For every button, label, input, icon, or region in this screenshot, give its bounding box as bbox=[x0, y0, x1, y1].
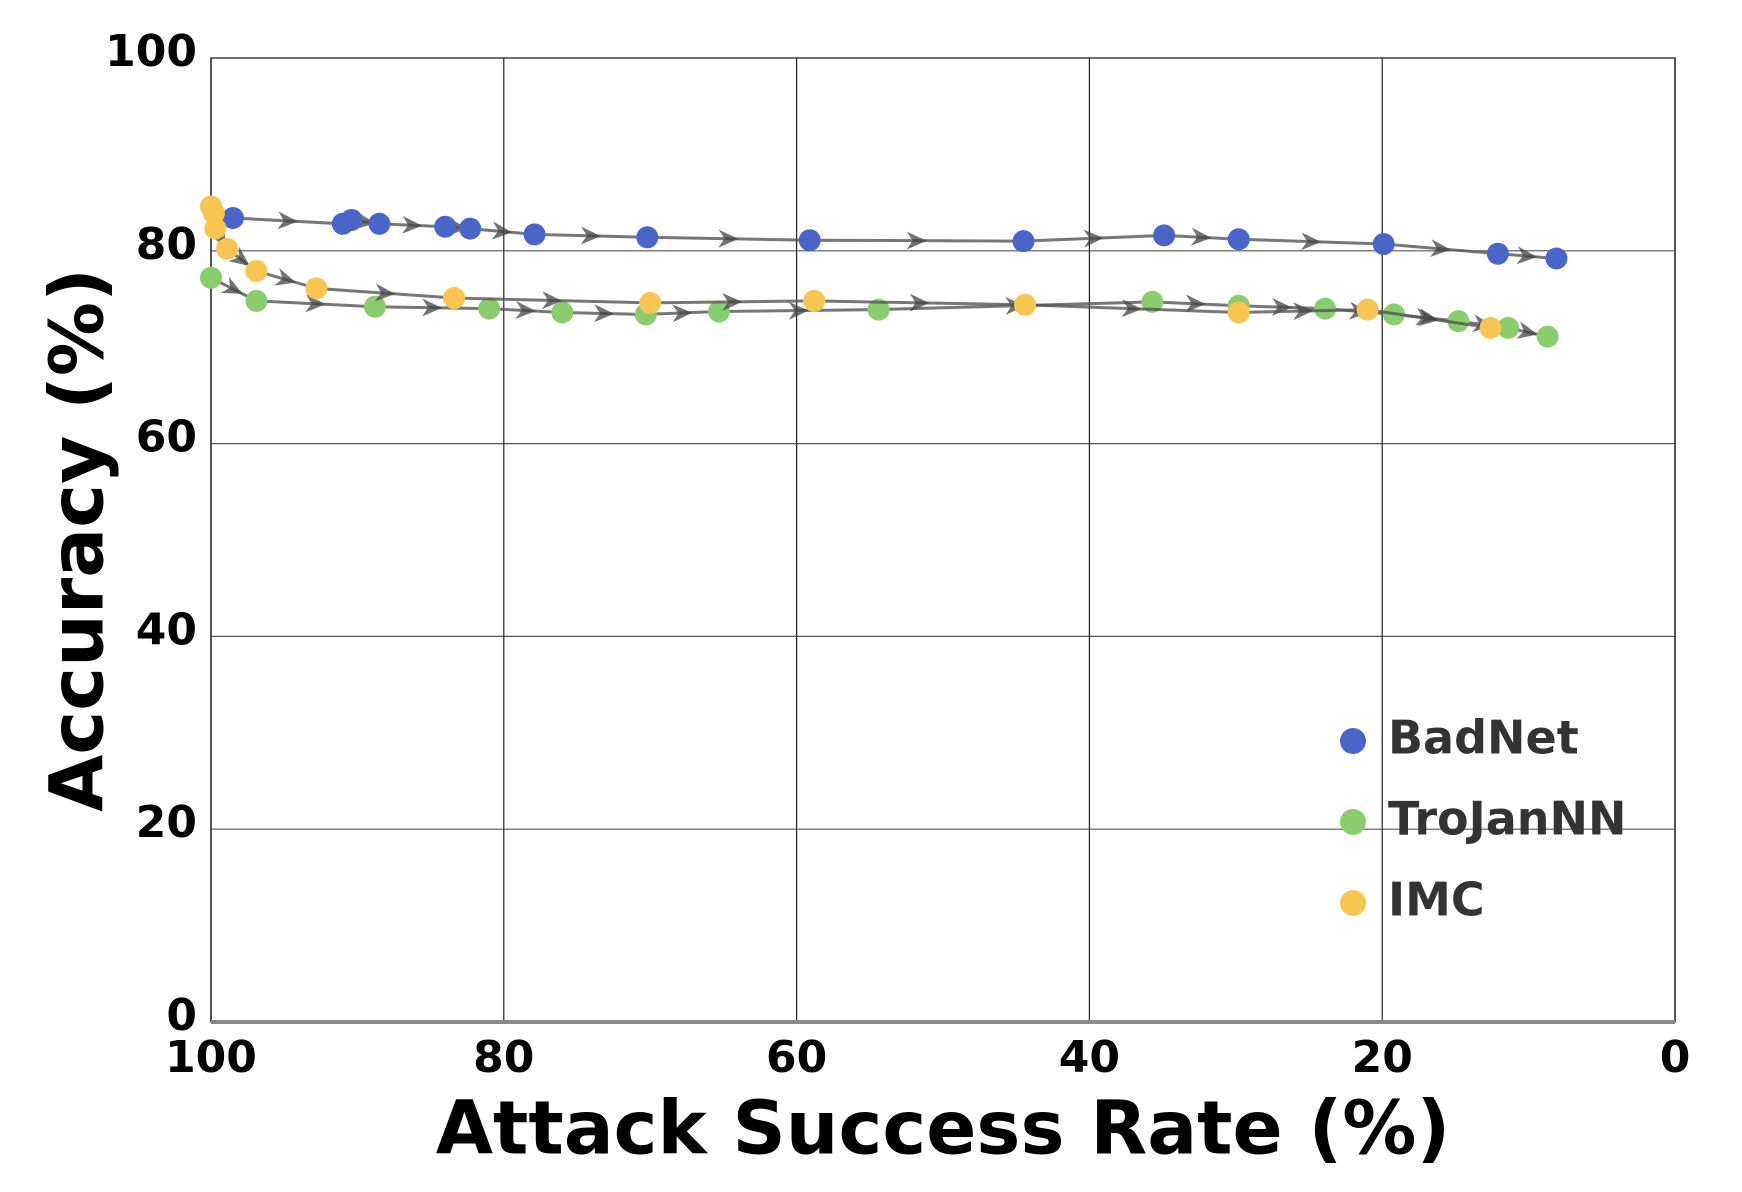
point bbox=[363, 295, 386, 318]
point bbox=[305, 277, 328, 300]
point bbox=[1012, 230, 1035, 253]
point bbox=[434, 215, 457, 238]
legend-marker bbox=[1340, 728, 1366, 754]
legend-label: TroJanNN bbox=[1388, 792, 1627, 846]
point bbox=[1141, 290, 1164, 313]
x-tick-label: 0 bbox=[1660, 1032, 1691, 1083]
x-tick-label: 40 bbox=[1059, 1032, 1120, 1083]
arrow-head bbox=[906, 231, 927, 250]
arrow-head bbox=[305, 294, 326, 313]
arrow-head bbox=[541, 291, 563, 310]
y-tick-label: 60 bbox=[136, 412, 197, 463]
arrow-head bbox=[722, 293, 743, 312]
arrow-head bbox=[672, 304, 693, 323]
arrow-head bbox=[1292, 302, 1314, 321]
arrow-head bbox=[421, 298, 443, 317]
point bbox=[245, 289, 268, 312]
arrow-head bbox=[401, 215, 423, 234]
x-axis-label: Attack Success Rate (%) bbox=[436, 1086, 1451, 1172]
x-tick-label: 20 bbox=[1352, 1032, 1413, 1083]
point bbox=[478, 297, 501, 320]
arrow-head bbox=[1516, 321, 1538, 339]
arrow-head bbox=[1121, 299, 1142, 318]
point bbox=[1447, 310, 1470, 333]
arrow-head bbox=[593, 304, 615, 323]
arrow-head bbox=[1516, 246, 1538, 265]
point bbox=[1013, 293, 1036, 316]
point bbox=[798, 229, 821, 252]
legend-label: BadNet bbox=[1388, 711, 1579, 765]
y-tick-label: 80 bbox=[136, 219, 197, 270]
point bbox=[708, 300, 731, 323]
arrow-head bbox=[1430, 239, 1451, 257]
arrow-head bbox=[580, 226, 601, 245]
point bbox=[221, 207, 244, 230]
y-tick-label: 0 bbox=[166, 990, 197, 1041]
series-line bbox=[232, 216, 1557, 261]
legend-marker bbox=[1340, 890, 1366, 916]
x-tick-label: 60 bbox=[766, 1032, 827, 1083]
y-tick-label: 20 bbox=[136, 797, 197, 848]
point bbox=[459, 217, 482, 240]
arrow-head bbox=[374, 283, 396, 302]
y-axis-label: Accuracy (%) bbox=[35, 268, 121, 812]
point bbox=[1479, 316, 1502, 339]
point bbox=[368, 212, 391, 235]
arrow-head bbox=[277, 211, 298, 230]
point bbox=[1497, 316, 1520, 339]
point bbox=[245, 260, 268, 283]
point bbox=[803, 289, 826, 312]
x-tick-label: 80 bbox=[473, 1032, 534, 1083]
point bbox=[443, 287, 466, 310]
arrow-head bbox=[1083, 229, 1104, 248]
arrow-head bbox=[1190, 227, 1212, 246]
point bbox=[1153, 224, 1176, 247]
point bbox=[639, 291, 662, 314]
point bbox=[551, 301, 574, 324]
legend-marker bbox=[1340, 809, 1366, 835]
arrow-head bbox=[228, 246, 250, 266]
x-tick-label: 100 bbox=[165, 1032, 257, 1083]
arrow-head bbox=[1300, 232, 1322, 251]
arrow-head bbox=[909, 293, 930, 312]
arrow-head bbox=[718, 229, 739, 248]
arrow-head bbox=[274, 268, 297, 286]
point bbox=[204, 217, 227, 240]
point bbox=[1227, 301, 1250, 324]
point bbox=[1372, 233, 1395, 256]
point bbox=[200, 266, 222, 289]
point bbox=[636, 226, 659, 249]
arrow-head bbox=[491, 221, 513, 240]
point bbox=[340, 208, 363, 231]
y-tick-label: 40 bbox=[136, 604, 197, 655]
point bbox=[1356, 298, 1379, 321]
point bbox=[1314, 297, 1337, 320]
arrow-head bbox=[515, 301, 536, 320]
arrow-head bbox=[1417, 308, 1439, 327]
legend-label: IMC bbox=[1388, 873, 1485, 927]
y-tick-label: 100 bbox=[105, 26, 197, 77]
arrow-head bbox=[788, 301, 809, 320]
point bbox=[523, 223, 546, 246]
point bbox=[1545, 247, 1568, 270]
arrow-head bbox=[220, 276, 243, 294]
arrow-head bbox=[1185, 294, 1206, 313]
point bbox=[867, 298, 890, 321]
point bbox=[1486, 242, 1509, 265]
point bbox=[216, 237, 239, 260]
point bbox=[1227, 228, 1250, 251]
point bbox=[1536, 325, 1559, 348]
